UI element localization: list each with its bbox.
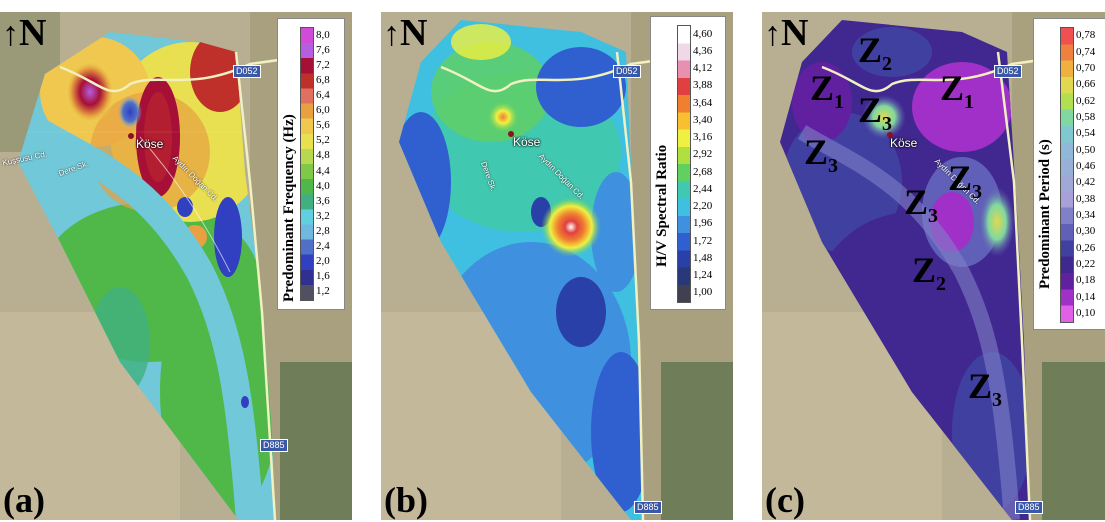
legend-tick-label: 0,30 <box>1076 225 1096 238</box>
north-label: N <box>781 12 809 54</box>
road-label-top: D052 <box>994 65 1022 78</box>
town-label: Köse <box>890 136 918 150</box>
legend-tick-label: 4,60 <box>693 27 713 40</box>
color-scale <box>1060 27 1074 323</box>
legend-a: Predominant Frequency (Hz) 8,0 7,6 7,2 6,8 6… <box>277 18 345 310</box>
road-label-top: D052 <box>613 65 641 78</box>
legend-tick-label: 0,50 <box>1076 143 1096 156</box>
legend-tick-label: 1,72 <box>693 234 713 247</box>
legend-tick-label: 0,78 <box>1076 29 1096 42</box>
legend-tick-label: 3,6 <box>316 194 330 207</box>
legend-tick-label: 1,96 <box>693 217 713 230</box>
arrow-up-icon: ↑ <box>383 16 400 53</box>
legend-title: Predominant Period (s) <box>1037 139 1053 289</box>
map-b <box>381 12 733 520</box>
legend-tick-label: 5,6 <box>316 119 330 132</box>
panel-b: D052 D885 Köse Aydın Doğan Cd. Dere Sk. … <box>381 12 733 520</box>
legend-tick-label: 0,14 <box>1076 290 1096 303</box>
legend-tick-label: 0,46 <box>1076 159 1096 172</box>
legend-tick-label: 1,6 <box>316 270 330 283</box>
road-label-bottom: D885 <box>634 501 662 514</box>
legend-tick-label: 8,0 <box>316 28 330 41</box>
legend-tick-label: 4,8 <box>316 149 330 162</box>
legend-tick-label: 6,0 <box>316 104 330 117</box>
legend-title: Predominant Frequency (Hz) <box>281 114 297 302</box>
legend-c: Predominant Period (s) 0,78 0,74 0,70 0,66 0… <box>1033 18 1105 330</box>
legend-tick-label: 0,10 <box>1076 306 1096 319</box>
legend-tick-label: 4,0 <box>316 179 330 192</box>
arrow-up-icon: ↑ <box>764 16 781 53</box>
zone-label: Z1 <box>940 68 975 113</box>
legend-tick-label: 0,54 <box>1076 127 1096 140</box>
legend-tick-label: 1,2 <box>316 285 330 298</box>
legend-tick-label: 4,36 <box>693 44 713 57</box>
legend-tick-label: 2,20 <box>693 200 713 213</box>
zone-label: Z2 <box>912 250 947 295</box>
zone-label: Z1 <box>810 68 845 113</box>
road-label-bottom: D885 <box>1015 501 1043 514</box>
legend-tick-label: 3,40 <box>693 113 713 126</box>
legend-tick-label: 3,88 <box>693 79 713 92</box>
legend-tick-label: 5,2 <box>316 134 330 147</box>
legend-tick-label: 0,42 <box>1076 176 1096 189</box>
zone-label: Z3 <box>904 182 939 227</box>
legend-title: H/V Spectral Ratio <box>654 144 670 267</box>
legend-tick-label: 1,48 <box>693 251 713 264</box>
panel-label: (b) <box>384 480 428 520</box>
road-label-bottom: D885 <box>260 439 288 452</box>
zone-label: Z2 <box>858 30 893 75</box>
panel-label: (c) <box>765 480 805 520</box>
north-arrow: ↑N <box>383 14 427 54</box>
legend-tick-label: 2,68 <box>693 165 713 178</box>
legend-tick-label: 6,4 <box>316 89 330 101</box>
legend-tick-label: 2,92 <box>693 148 713 161</box>
panel-c: D052 D885 Köse Aydın Doğan Cd. Z2 Z1 Z3 … <box>762 12 1105 520</box>
north-label: N <box>400 12 428 54</box>
zone-label: Z3 <box>968 366 1003 411</box>
legend-tick-label: 0,70 <box>1076 61 1096 74</box>
legend-tick-label: 0,34 <box>1076 208 1096 221</box>
legend-tick-label: 4,4 <box>316 164 330 177</box>
zone-label: Z3 <box>858 90 893 135</box>
legend-tick-label: 7,2 <box>316 58 330 71</box>
color-scale <box>677 25 691 303</box>
legend-tick-label: 0,38 <box>1076 192 1096 205</box>
legend-tick-label: 0,18 <box>1076 274 1096 287</box>
zone-label: Z3 <box>804 132 839 177</box>
legend-tick-label: 6,8 <box>316 73 330 86</box>
road-label-top: D052 <box>233 65 261 78</box>
panel-label: (a) <box>3 480 45 520</box>
arrow-up-icon: ↑ <box>2 16 19 53</box>
north-label: N <box>19 12 47 54</box>
legend-tick-label: 7,6 <box>316 43 330 56</box>
legend-tick-label: 3,64 <box>693 96 713 109</box>
panel-a: D052 D885 Köse Aydın Doğan Cd. Kuşsusu C… <box>0 12 352 520</box>
legend-tick-label: 0,74 <box>1076 45 1096 58</box>
legend-b: H/V Spectral Ratio 4,60 4,36 4,12 3,88 3,64 3… <box>650 16 726 310</box>
legend-tick-label: 1,24 <box>693 269 713 282</box>
legend-tick-label: 3,2 <box>316 209 330 222</box>
legend-tick-label: 1,00 <box>693 286 713 299</box>
legend-tick-label: 2,0 <box>316 255 330 268</box>
legend-tick-label: 3,16 <box>693 131 713 144</box>
legend-tick-label: 0,58 <box>1076 110 1096 123</box>
legend-tick-label: 4,12 <box>693 62 713 75</box>
town-label: Köse <box>513 135 541 149</box>
zone-label: Z3 <box>948 158 983 203</box>
north-arrow: ↑N <box>2 14 46 54</box>
legend-tick-label: 2,8 <box>316 225 330 237</box>
legend-tick-label: 2,4 <box>316 240 330 253</box>
north-arrow: ↑N <box>764 14 808 54</box>
legend-tick-label: 0,26 <box>1076 241 1096 254</box>
legend-tick-label: 0,62 <box>1076 94 1096 107</box>
legend-tick-label: 2,44 <box>693 182 713 195</box>
legend-tick-label: 0,22 <box>1076 257 1096 270</box>
legend-tick-label: 0,66 <box>1076 78 1096 91</box>
color-scale <box>300 27 314 301</box>
town-label: Köse <box>136 137 164 151</box>
